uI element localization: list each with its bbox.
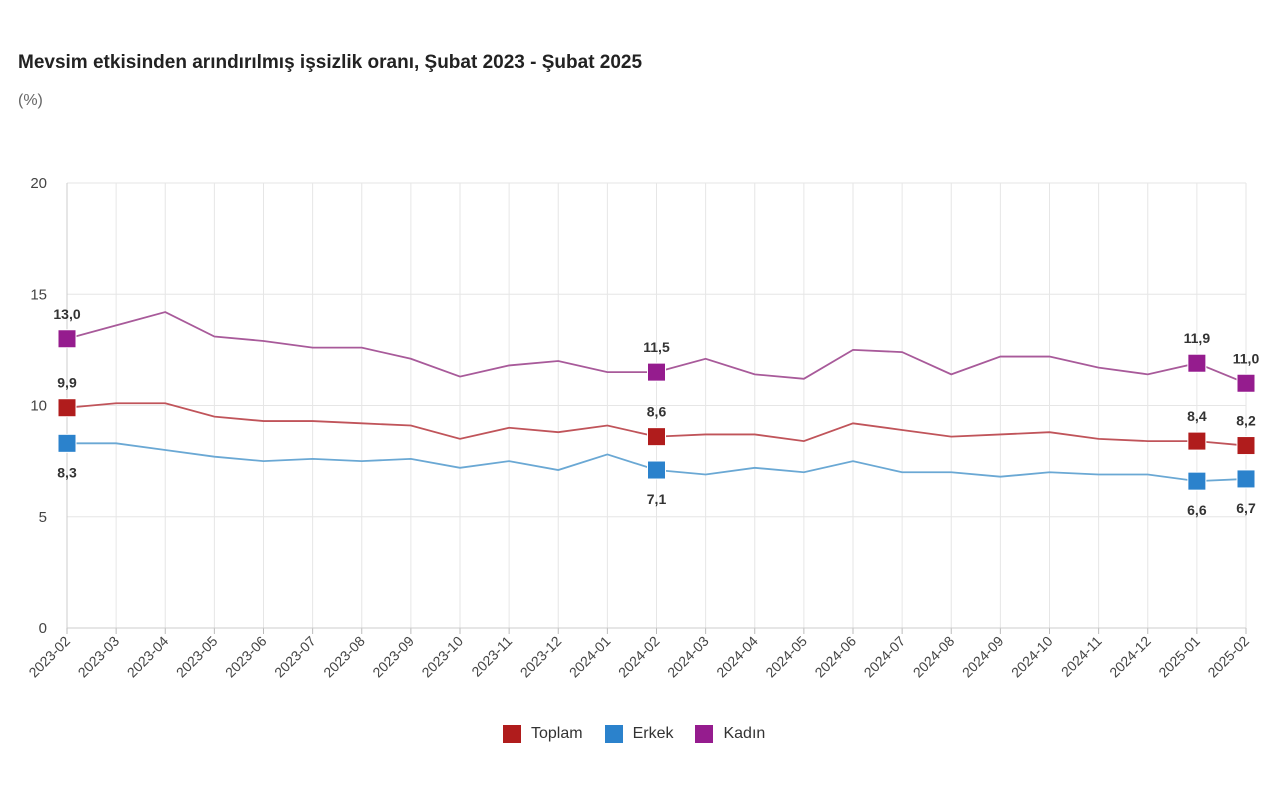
x-tick-label: 2023-09 <box>369 633 417 681</box>
legend-label: Erkek <box>632 725 674 742</box>
data-label: 7,1 <box>647 491 667 507</box>
data-label: 11,9 <box>1184 330 1211 346</box>
data-point-marker <box>57 433 77 453</box>
x-tick-label: 2024-04 <box>713 633 761 681</box>
data-label: 9,9 <box>57 375 77 391</box>
y-tick-label: 5 <box>39 509 47 526</box>
data-label: 13,0 <box>53 306 80 322</box>
legend-swatch <box>503 725 521 743</box>
x-tick-label: 2023-03 <box>75 633 123 681</box>
data-point-marker <box>1187 471 1207 491</box>
data-label: 8,3 <box>57 464 77 480</box>
data-point-marker <box>1236 469 1256 489</box>
data-point-marker <box>57 398 77 418</box>
x-tick-label: 2023-02 <box>25 633 73 681</box>
x-tick-label: 2023-06 <box>222 633 270 681</box>
x-tick-label: 2025-02 <box>1204 633 1252 681</box>
legend-label: Kadın <box>723 725 766 742</box>
legend-swatch <box>695 725 714 743</box>
data-point-marker <box>57 329 77 349</box>
legend: Toplam Erkek Kadın <box>503 725 765 743</box>
y-tick-label: 20 <box>30 175 47 192</box>
x-tick-label: 2024-05 <box>762 633 810 681</box>
x-tick-label: 2024-09 <box>959 633 1007 681</box>
data-label: 8,2 <box>1236 413 1256 429</box>
data-point-marker <box>1236 436 1256 456</box>
x-tick-label: 2024-11 <box>1058 633 1105 680</box>
x-tick-label: 2023-12 <box>517 633 565 681</box>
data-label: 11,5 <box>643 339 670 355</box>
x-tick-label: 2023-11 <box>468 633 515 680</box>
data-point-marker <box>647 362 666 382</box>
chart-unit: (%) <box>18 92 43 109</box>
data-point-marker <box>1236 373 1256 393</box>
x-tick-label: 2025-01 <box>1155 633 1203 681</box>
data-point-marker <box>1187 353 1207 373</box>
data-label: 6,7 <box>1236 500 1256 516</box>
x-tick-label: 2023-07 <box>271 633 319 681</box>
x-tick-label: 2024-10 <box>1008 633 1056 681</box>
x-tick-label: 2024-08 <box>910 633 958 681</box>
x-tick-label: 2024-03 <box>664 633 712 681</box>
y-tick-label: 0 <box>39 620 47 637</box>
legend-item-kadın[interactable]: Kadın <box>695 725 765 743</box>
x-tick-label: 2024-02 <box>615 633 663 681</box>
x-tick-label: 2024-01 <box>566 633 614 681</box>
y-tick-label: 10 <box>30 398 47 415</box>
data-label: 8,4 <box>1187 408 1207 424</box>
legend-label: Toplam <box>531 725 583 742</box>
data-label: 8,6 <box>647 404 667 420</box>
data-label: 6,6 <box>1187 502 1207 518</box>
x-tick-label: 2024-12 <box>1106 633 1154 681</box>
data-point-marker <box>647 427 666 447</box>
data-point-marker <box>1187 431 1207 451</box>
data-point-marker <box>647 460 666 480</box>
x-tick-label: 2023-08 <box>320 633 368 681</box>
x-tick-label: 2023-10 <box>418 633 466 681</box>
legend-item-erkek[interactable]: Erkek <box>604 725 674 743</box>
chart-title: Mevsim etkisinden arındırılmış işsizlik … <box>18 52 643 73</box>
x-tick-label: 2023-05 <box>173 633 221 681</box>
y-tick-label: 15 <box>30 286 47 303</box>
data-label: 11,0 <box>1233 350 1260 366</box>
x-tick-label: 2024-06 <box>811 633 859 681</box>
legend-item-toplam[interactable]: Toplam <box>503 725 583 743</box>
x-tick-label: 2023-04 <box>124 633 172 681</box>
legend-swatch <box>604 725 623 743</box>
x-tick-label: 2024-07 <box>861 633 909 681</box>
